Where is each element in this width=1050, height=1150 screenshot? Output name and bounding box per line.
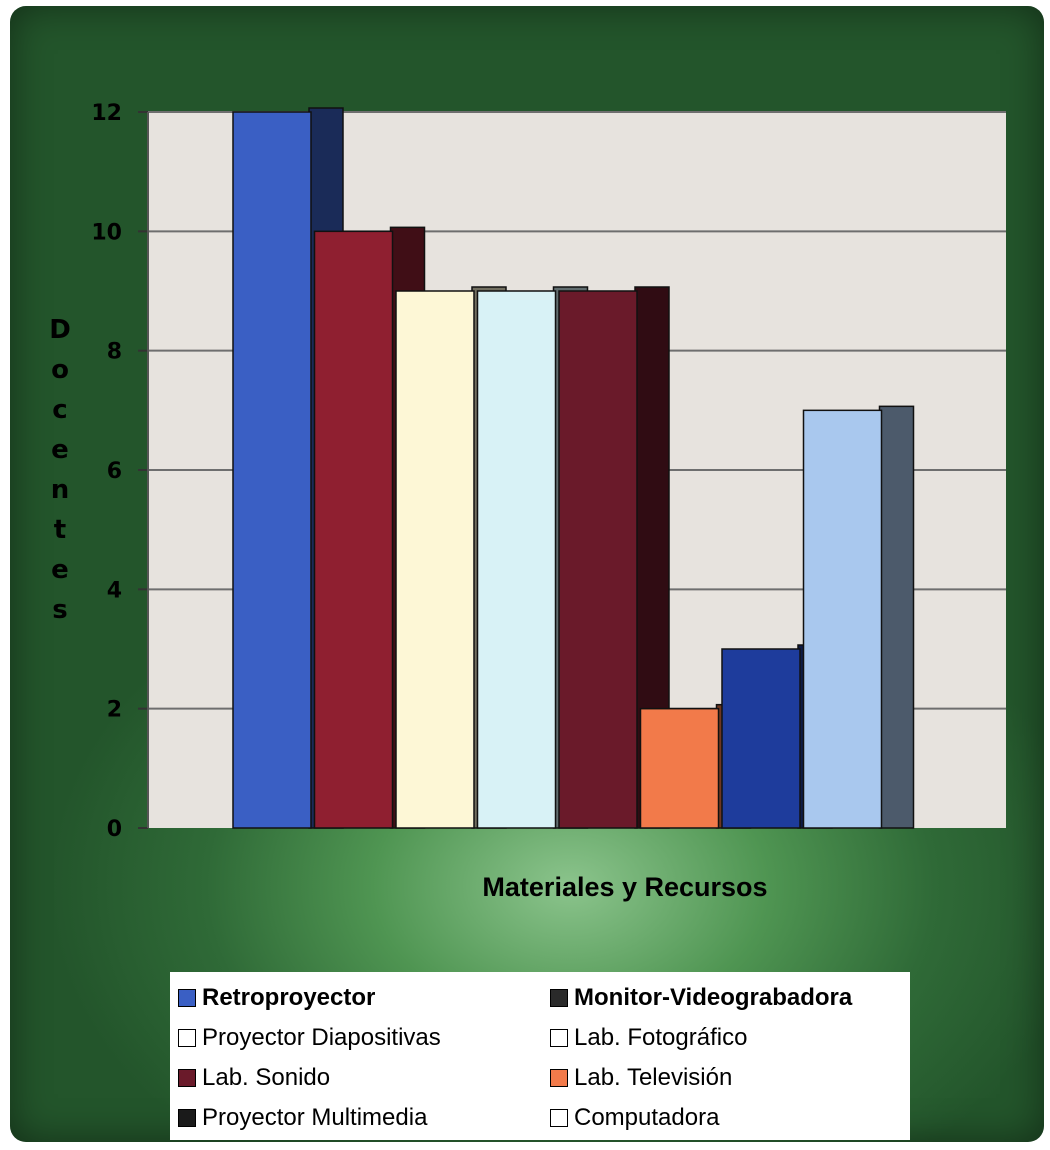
y-axis-label-char: e — [51, 555, 69, 585]
y-tick-label: 2 — [107, 698, 122, 723]
y-tick-label: 8 — [107, 340, 122, 365]
y-axis-label-char: D — [49, 315, 71, 345]
bar-front — [721, 648, 801, 829]
legend-label: Lab. Televisión — [574, 1064, 733, 1091]
legend-label: Proyector Diapositivas — [202, 1024, 441, 1051]
bar-front — [232, 111, 312, 829]
legend-swatch — [550, 1029, 568, 1047]
y-axis-label-char: o — [51, 355, 69, 385]
bar-5 — [558, 286, 670, 829]
y-tick-labels: 0 2 4 6 8 10 12 — [91, 101, 122, 842]
legend-swatch — [178, 1109, 196, 1127]
y-axis-label-char: n — [51, 475, 70, 505]
y-tick-label: 10 — [91, 220, 122, 245]
bar-side — [878, 405, 915, 829]
legend-item: Monitor-Videograbadora — [550, 980, 910, 1016]
legend-item: Proyector Multimedia — [178, 1100, 550, 1136]
legend-swatch — [178, 1029, 196, 1047]
x-axis-label: Materiales y Recursos — [482, 872, 768, 902]
legend-swatch — [178, 1069, 196, 1087]
legend-label: Retroproyector — [202, 984, 376, 1011]
legend-swatch — [550, 989, 568, 1007]
y-axis-label-char: e — [51, 435, 69, 465]
y-axis-label-char: t — [54, 515, 66, 545]
bar-front — [476, 290, 557, 829]
legend-item: Proyector Diapositivas — [178, 1020, 550, 1056]
legend-item: Computadora — [550, 1100, 910, 1136]
legend-swatch — [178, 989, 196, 1007]
legend-swatch — [550, 1069, 568, 1087]
legend-label: Computadora — [574, 1104, 720, 1131]
y-tick-label: 4 — [107, 578, 122, 603]
bar-front — [558, 290, 638, 829]
legend-label: Lab. Fotográfico — [574, 1024, 748, 1051]
y-tick-label: 6 — [107, 459, 122, 484]
legend-item: Lab. Fotográfico — [550, 1020, 910, 1056]
bar-front — [313, 230, 394, 829]
legend: Retroproyector Monitor-Videograbadora Proy… — [170, 972, 910, 1140]
bar-8 — [802, 405, 915, 829]
y-axis-label-char: s — [52, 595, 67, 625]
legend-item: Retroproyector — [178, 980, 550, 1016]
bar-front — [639, 707, 720, 829]
legend-item: Lab. Sonido — [178, 1060, 550, 1096]
legend-swatch — [550, 1109, 568, 1127]
legend-label: Proyector Multimedia — [202, 1104, 428, 1131]
y-axis-label-char: c — [52, 395, 67, 425]
bar-front — [395, 290, 475, 829]
legend-label: Monitor-Videograbadora — [574, 984, 853, 1011]
y-tick-label: 0 — [107, 817, 122, 842]
legend-label: Lab. Sonido — [202, 1064, 331, 1091]
bars — [232, 107, 915, 829]
y-tick-label: 12 — [91, 101, 122, 126]
legend-item: Lab. Televisión — [550, 1060, 910, 1096]
bar-front — [802, 409, 883, 829]
